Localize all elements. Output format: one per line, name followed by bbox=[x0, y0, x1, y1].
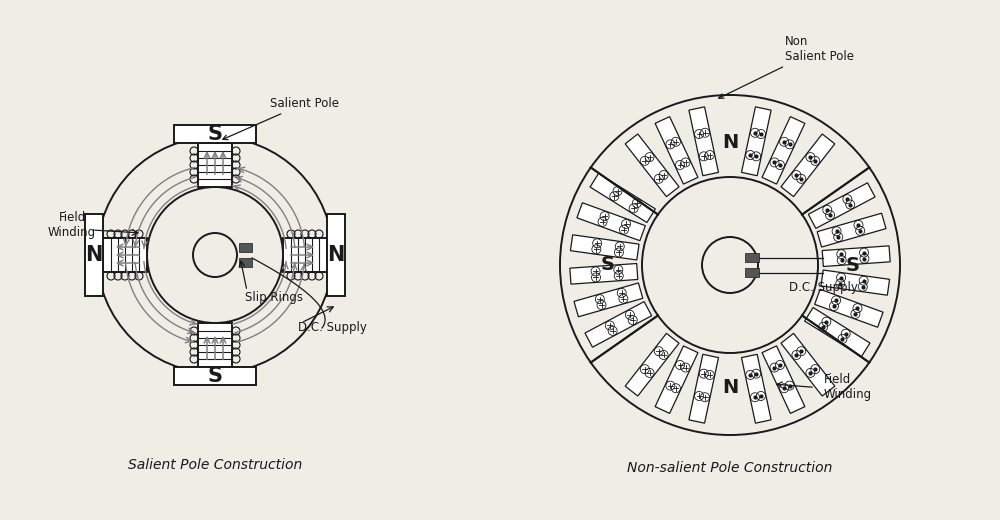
Polygon shape bbox=[585, 302, 652, 347]
Polygon shape bbox=[574, 283, 643, 317]
Polygon shape bbox=[570, 235, 639, 260]
Polygon shape bbox=[815, 289, 883, 327]
Polygon shape bbox=[689, 354, 718, 423]
Polygon shape bbox=[762, 346, 805, 413]
Polygon shape bbox=[805, 307, 870, 357]
Polygon shape bbox=[655, 346, 698, 413]
Bar bbox=[239, 258, 252, 267]
Polygon shape bbox=[689, 107, 718, 176]
Polygon shape bbox=[655, 116, 698, 184]
Text: N: N bbox=[722, 133, 738, 152]
Polygon shape bbox=[570, 264, 638, 284]
Text: Salient Pole Construction: Salient Pole Construction bbox=[128, 458, 302, 472]
Text: S: S bbox=[208, 366, 223, 386]
Bar bbox=[239, 243, 252, 252]
Text: S: S bbox=[208, 124, 223, 144]
Text: Field
Winding: Field Winding bbox=[48, 211, 96, 239]
Bar bbox=[174, 125, 256, 143]
Text: N: N bbox=[327, 245, 345, 265]
Bar bbox=[198, 323, 232, 367]
Text: Non
Salient Pole: Non Salient Pole bbox=[719, 35, 854, 98]
Bar bbox=[327, 214, 345, 296]
Polygon shape bbox=[822, 246, 890, 266]
Polygon shape bbox=[625, 333, 679, 396]
Text: Field
Winding: Field Winding bbox=[823, 373, 872, 401]
Polygon shape bbox=[808, 183, 875, 228]
Text: D.C. Supply: D.C. Supply bbox=[298, 320, 367, 333]
Polygon shape bbox=[625, 134, 679, 197]
Bar bbox=[283, 238, 327, 272]
Polygon shape bbox=[781, 134, 835, 197]
Text: N: N bbox=[85, 245, 103, 265]
Polygon shape bbox=[742, 354, 771, 423]
Polygon shape bbox=[590, 174, 655, 223]
Bar bbox=[174, 367, 256, 385]
Text: S: S bbox=[601, 255, 615, 275]
Text: N: N bbox=[722, 378, 738, 397]
Bar bbox=[85, 214, 103, 296]
Polygon shape bbox=[817, 213, 886, 247]
Text: Salient Pole: Salient Pole bbox=[223, 97, 339, 139]
Bar bbox=[745, 253, 759, 262]
Bar bbox=[103, 238, 147, 272]
Bar bbox=[198, 143, 232, 187]
Polygon shape bbox=[577, 203, 645, 241]
Polygon shape bbox=[821, 270, 890, 295]
Text: D.C. Supply: D.C. Supply bbox=[789, 280, 858, 293]
Bar bbox=[745, 268, 759, 277]
Polygon shape bbox=[762, 116, 805, 184]
Text: Slip Rings: Slip Rings bbox=[245, 291, 303, 304]
Text: Non-salient Pole Construction: Non-salient Pole Construction bbox=[627, 461, 833, 475]
Polygon shape bbox=[781, 333, 835, 396]
Polygon shape bbox=[742, 107, 771, 176]
Text: S: S bbox=[845, 255, 859, 275]
